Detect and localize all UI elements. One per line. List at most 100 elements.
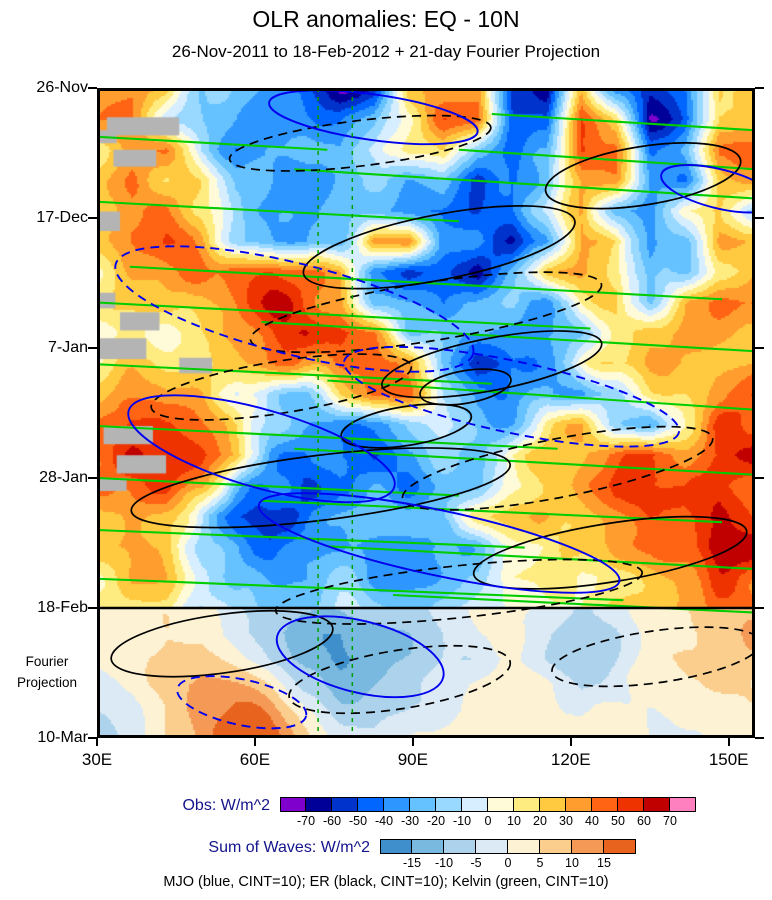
colorbar-tick-label: -15: [402, 856, 422, 870]
mjo-wave-contour: [268, 89, 479, 146]
colorbar-tick-label: -50: [348, 814, 368, 828]
er-wave-contour: [228, 114, 492, 172]
colorbar-cell: [436, 797, 462, 812]
colorbar-cell: [444, 839, 476, 854]
colorbar-tick-label: 0: [484, 814, 492, 828]
kelvin-wave-contour: [97, 200, 459, 223]
x-tick-mark: [727, 738, 730, 746]
colorbar-tick-label: -70: [296, 814, 316, 828]
colorbar-tick-label: -20: [426, 814, 446, 828]
kelvin-wave-contour: [97, 476, 459, 497]
mjo-wave-contour: [127, 394, 396, 504]
y-tick-mark-right: [755, 217, 764, 219]
er-wave-contour: [472, 515, 748, 590]
colorbar-cell: [384, 797, 410, 812]
y-tick-mark-right: [755, 477, 764, 479]
kelvin-wave-contour: [327, 545, 755, 571]
colorbar-tick-label: 10: [507, 814, 521, 828]
y-tick-mark-right: [755, 607, 764, 609]
er-wave-contour: [110, 610, 334, 678]
x-tick-label: 30E: [81, 750, 113, 769]
y-tick-mark: [88, 87, 97, 89]
y-tick-label: 17-Dec: [36, 209, 88, 226]
er-wave-contour: [130, 447, 512, 529]
colorbar-tick-label: -5: [470, 856, 482, 870]
kelvin-wave-contour: [294, 447, 755, 476]
colorbar-tick-label: -60: [322, 814, 342, 828]
kelvin-wave-contour: [261, 320, 755, 353]
kelvin-wave-contour: [327, 379, 755, 411]
mjo-wave-contour: [114, 245, 475, 373]
colorbar-tick-label: 60: [637, 814, 651, 828]
page-subtitle: 26-Nov-2011 to 18-Feb-2012 + 21-day Four…: [171, 42, 601, 61]
er-wave-contour: [551, 626, 755, 688]
colorbar-tick-label: 50: [611, 814, 625, 828]
colorbar-tick-label: 10: [565, 856, 579, 870]
x-tick-label: 150E: [708, 750, 749, 769]
kelvin-wave-contour: [97, 577, 624, 602]
colorbar-tick-label: 5: [536, 856, 544, 870]
kelvin-wave-contour: [97, 363, 492, 385]
colorbar-tick-label: -10: [452, 814, 472, 828]
x-tick-mark: [411, 738, 414, 746]
obs-colorbar-label: Obs: W/m^2: [182, 797, 270, 814]
x-tick-mark: [253, 738, 256, 746]
waves-colorbar-cells: [380, 839, 636, 854]
kelvin-wave-contour: [294, 168, 755, 200]
colorbar-cell: [540, 839, 572, 854]
y-tick-mark: [88, 217, 97, 219]
er-wave-contour: [150, 353, 413, 421]
colorbar-cell: [572, 839, 604, 854]
y-tick-mark: [88, 477, 97, 479]
er-wave-contour: [288, 644, 512, 715]
colorbar-tick-label: -40: [374, 814, 394, 828]
colorbar-cell: [540, 797, 566, 812]
obs-colorbar-cells: [280, 797, 696, 812]
kelvin-wave-contour: [97, 135, 328, 151]
colorbar-cell: [514, 797, 540, 812]
kelvin-wave-contour: [97, 301, 591, 330]
y-tick-label: 7-Jan: [47, 339, 88, 356]
mjo-wave-contour: [343, 345, 680, 448]
contour-overlay: [97, 88, 755, 738]
heatmap-canvas: [97, 88, 755, 738]
y-tick-mark: [88, 347, 97, 349]
er-wave-contour: [544, 142, 742, 210]
mjo-wave-contour: [176, 675, 308, 730]
legend-caption: MJO (blue, CINT=10); ER (black, CINT=10)…: [163, 874, 609, 890]
colorbar-tick-label: 0: [504, 856, 512, 870]
colorbar-tick-label: 30: [559, 814, 573, 828]
er-wave-contour: [302, 205, 576, 290]
colorbar-cell: [508, 839, 540, 854]
colorbar-cell: [476, 839, 508, 854]
plot-frame: [97, 88, 755, 738]
y-tick-mark-right: [755, 87, 764, 89]
waves-colorbar-label: Sum of Waves: W/m^2: [208, 839, 370, 856]
kelvin-wave-contour: [393, 593, 755, 614]
colorbar-cell: [332, 797, 358, 812]
colorbar-tick-label: -10: [434, 856, 454, 870]
colorbar-tick-label: 15: [597, 856, 611, 870]
colorbar-tick-label: 40: [585, 814, 599, 828]
fourier-projection-label: Fourier Projection: [16, 654, 78, 690]
colorbar-cell: [604, 839, 636, 854]
colorbar-cell: [488, 797, 514, 812]
x-tick-mark: [569, 738, 572, 746]
y-tick-mark: [88, 737, 97, 739]
colorbar-cell: [462, 797, 488, 812]
x-tick-label: 120E: [550, 750, 591, 769]
y-tick-label: 18-Feb: [37, 599, 88, 616]
colorbar-cell: [592, 797, 618, 812]
y-tick-label: 26-Nov: [36, 79, 88, 96]
colorbar-cell: [412, 839, 444, 854]
x-tick-mark: [96, 738, 98, 746]
y-tick-mark-right: [755, 737, 764, 739]
mjo-wave-contour: [660, 164, 755, 214]
colorbar-cell: [670, 797, 696, 812]
er-wave-contour: [249, 271, 603, 354]
er-wave-contour: [419, 368, 512, 406]
colorbar-cell: [280, 797, 306, 812]
colorbar-tick-label: 20: [533, 814, 547, 828]
kelvin-wave-contour: [97, 424, 558, 450]
